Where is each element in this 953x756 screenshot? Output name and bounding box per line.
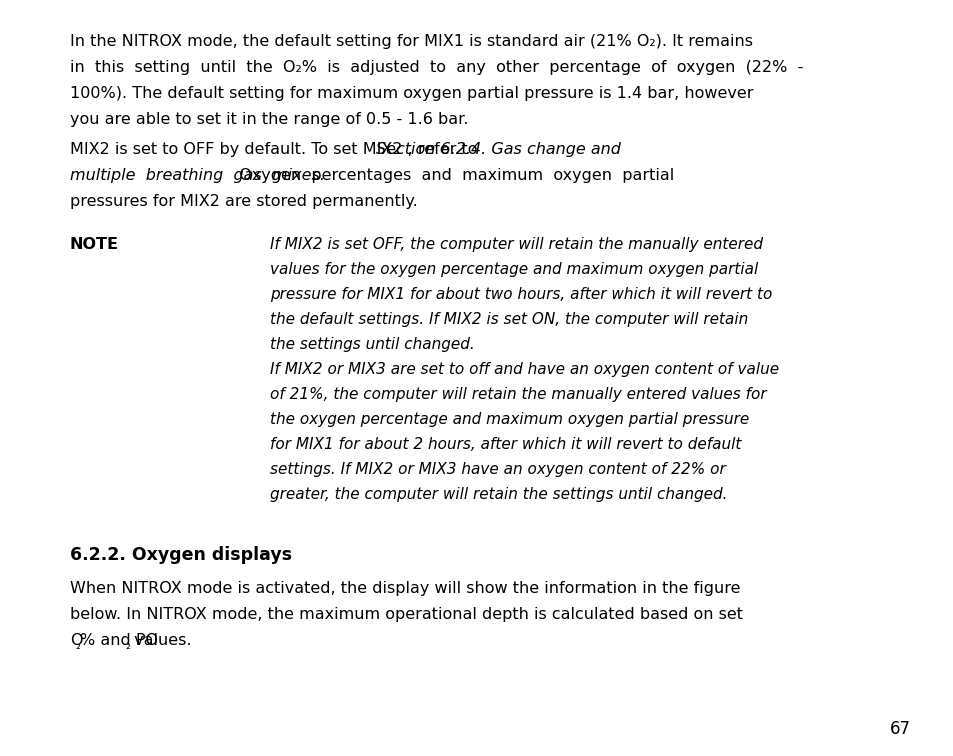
Text: O: O bbox=[70, 634, 82, 648]
Text: values.: values. bbox=[129, 634, 192, 648]
Text: % and PO: % and PO bbox=[79, 634, 157, 648]
Text: pressures for MIX2 are stored permanently.: pressures for MIX2 are stored permanentl… bbox=[70, 194, 417, 209]
Text: MIX2 is set to OFF by default. To set MIX2 , refer to: MIX2 is set to OFF by default. To set MI… bbox=[70, 142, 482, 157]
Text: settings. If MIX2 or MIX3 have an oxygen content of 22% or: settings. If MIX2 or MIX3 have an oxygen… bbox=[270, 462, 725, 477]
Text: If MIX2 or MIX3 are set to off and have an oxygen content of value: If MIX2 or MIX3 are set to off and have … bbox=[270, 362, 779, 377]
Text: multiple  breathing  gas  mixes.: multiple breathing gas mixes. bbox=[70, 169, 324, 184]
Text: ₂: ₂ bbox=[125, 640, 130, 652]
Text: pressure for MIX1 for about two hours, after which it will revert to: pressure for MIX1 for about two hours, a… bbox=[270, 287, 772, 302]
Text: ₂: ₂ bbox=[75, 640, 80, 652]
Text: you are able to set it in the range of 0.5 - 1.6 bar.: you are able to set it in the range of 0… bbox=[70, 112, 468, 127]
Text: of 21%, the computer will retain the manually entered values for: of 21%, the computer will retain the man… bbox=[270, 387, 766, 402]
Text: Oxygen  percentages  and  maximum  oxygen  partial: Oxygen percentages and maximum oxygen pa… bbox=[230, 169, 674, 184]
Text: Section 6.2.4. Gas change and: Section 6.2.4. Gas change and bbox=[375, 142, 620, 157]
Text: When NITROX mode is activated, the display will show the information in the figu: When NITROX mode is activated, the displ… bbox=[70, 581, 740, 596]
Text: 6.2.2. Oxygen displays: 6.2.2. Oxygen displays bbox=[70, 546, 292, 564]
Text: 100%). The default setting for maximum oxygen partial pressure is 1.4 bar, howev: 100%). The default setting for maximum o… bbox=[70, 86, 752, 101]
Text: for MIX1 for about 2 hours, after which it will revert to default: for MIX1 for about 2 hours, after which … bbox=[270, 437, 740, 452]
Text: greater, the computer will retain the settings until changed.: greater, the computer will retain the se… bbox=[270, 487, 727, 502]
Text: the default settings. If MIX2 is set ON, the computer will retain: the default settings. If MIX2 is set ON,… bbox=[270, 312, 747, 327]
Text: below. In NITROX mode, the maximum operational depth is calculated based on set: below. In NITROX mode, the maximum opera… bbox=[70, 607, 741, 622]
Text: values for the oxygen percentage and maximum oxygen partial: values for the oxygen percentage and max… bbox=[270, 262, 758, 277]
Text: the settings until changed.: the settings until changed. bbox=[270, 337, 475, 352]
Text: 67: 67 bbox=[889, 720, 910, 738]
Text: In the NITROX mode, the default setting for MIX1 is standard air (21% O₂). It re: In the NITROX mode, the default setting … bbox=[70, 34, 752, 49]
Text: NOTE: NOTE bbox=[70, 237, 118, 253]
Text: If MIX2 is set OFF, the computer will retain the manually entered: If MIX2 is set OFF, the computer will re… bbox=[270, 237, 762, 253]
Text: the oxygen percentage and maximum oxygen partial pressure: the oxygen percentage and maximum oxygen… bbox=[270, 412, 748, 427]
Text: in  this  setting  until  the  O₂%  is  adjusted  to  any  other  percentage  of: in this setting until the O₂% is adjuste… bbox=[70, 60, 802, 75]
